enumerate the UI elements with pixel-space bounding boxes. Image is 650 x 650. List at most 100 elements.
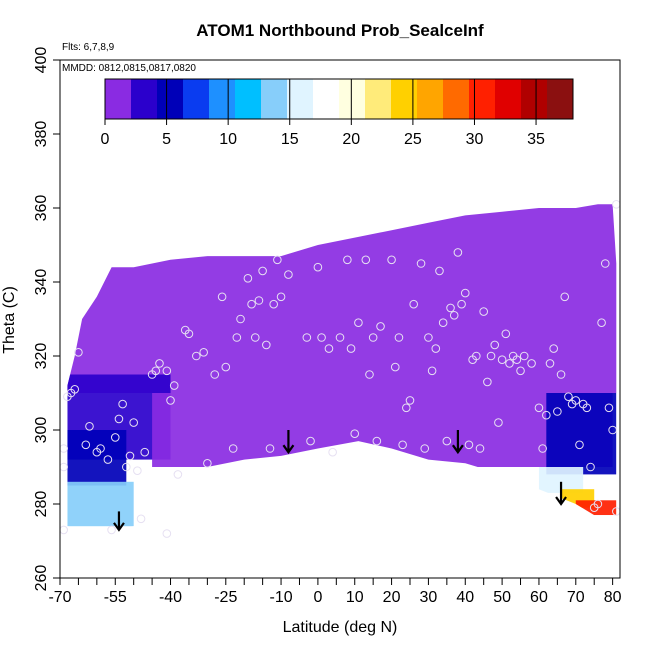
observation-point <box>103 455 113 464</box>
flight-arrow-head <box>282 444 295 455</box>
y-tick-label: 380 <box>33 121 50 148</box>
observation-point <box>560 292 570 302</box>
x-tick-label: 60 <box>530 589 548 606</box>
x-tick-label: -40 <box>159 589 182 606</box>
observation-point <box>612 507 620 516</box>
observation-point <box>424 333 433 342</box>
x-tick-label: -70 <box>48 589 71 606</box>
observation-point <box>343 255 352 265</box>
observation-point <box>593 499 603 509</box>
observation-point <box>390 362 400 372</box>
observation-point <box>232 333 242 342</box>
y-tick-label: 360 <box>33 195 50 222</box>
observation-point <box>70 385 80 394</box>
heatmap-zone <box>67 430 127 486</box>
colorbar-tick-label: 15 <box>281 131 299 148</box>
observation-point <box>575 440 584 450</box>
observation-point <box>129 418 138 427</box>
observation-point <box>501 329 511 339</box>
observation-point <box>273 255 282 265</box>
y-tick-label: 400 <box>33 47 50 74</box>
observation-point <box>490 340 500 350</box>
observation-point <box>276 292 286 302</box>
observation-point <box>162 529 172 538</box>
observation-point <box>449 311 459 320</box>
observation-point <box>409 299 418 309</box>
flight-arrow-head <box>555 496 567 506</box>
observation-point <box>265 444 275 453</box>
observation-point <box>85 422 94 431</box>
observation-point <box>553 407 562 416</box>
observation-point <box>228 444 238 453</box>
observation-point <box>398 440 407 450</box>
observation-point <box>210 370 220 379</box>
flight-arrow-head <box>113 522 125 532</box>
observation-point <box>199 348 208 357</box>
observation-point <box>446 303 455 313</box>
observation-point <box>457 299 466 309</box>
observation-point <box>512 355 522 365</box>
observation-point <box>162 366 172 376</box>
colorbar-gradient <box>105 79 573 119</box>
colorbar-tick-label: 30 <box>466 131 484 148</box>
observation-point <box>60 525 68 535</box>
observation-point <box>571 396 581 405</box>
observation-point <box>394 333 404 342</box>
observation-point <box>133 466 142 476</box>
x-axis-label: Latitude (deg N) <box>283 619 398 636</box>
observation-point <box>125 451 135 461</box>
observation-point <box>464 440 474 450</box>
observation-point <box>122 462 131 472</box>
observation-point <box>604 403 614 413</box>
observation-point <box>586 462 595 472</box>
observation-point <box>516 366 525 376</box>
x-tick-label: 10 <box>346 589 364 606</box>
observation-point <box>302 333 312 342</box>
colorbar-tick-label: 10 <box>219 131 237 148</box>
x-tick-label: 50 <box>493 589 511 606</box>
observation-point <box>608 425 617 435</box>
colorbar-frame <box>104 78 574 120</box>
observation-point <box>247 299 256 309</box>
chart-title: ATOM1 Northbound Prob_SealceInf <box>196 21 484 40</box>
observation-point <box>236 314 245 324</box>
observation-point <box>317 333 326 342</box>
observation-point <box>420 444 430 453</box>
observation-point <box>250 333 260 342</box>
observation-point <box>438 318 448 328</box>
observation-point <box>376 322 385 331</box>
y-tick-label: 340 <box>33 269 50 296</box>
observation-point <box>442 436 452 446</box>
x-tick-label: 20 <box>383 589 401 606</box>
observation-point <box>368 333 378 342</box>
observation-point <box>166 396 175 405</box>
observation-point <box>435 266 444 276</box>
observation-point <box>505 359 514 368</box>
colorbar-tick-label: 5 <box>162 131 171 148</box>
observation-point <box>534 403 544 413</box>
observation-point <box>258 266 267 276</box>
observation-point <box>479 307 488 316</box>
observation-point <box>243 274 253 283</box>
observation-point <box>494 418 503 427</box>
observation-point <box>549 344 558 353</box>
observation-point <box>136 514 146 524</box>
observation-point <box>192 351 201 361</box>
plot-area <box>59 59 621 579</box>
observation-point <box>497 355 507 365</box>
observation-point <box>582 403 592 413</box>
observation-point <box>556 370 566 379</box>
observation-point <box>597 318 606 328</box>
observation-point <box>262 340 271 350</box>
x-axis: -70 -55 -40 -25 -10 0 10 20 30 40 50 60 70 80 <box>48 578 622 606</box>
observation-point <box>217 292 227 302</box>
observation-point <box>402 403 411 413</box>
observation-point <box>155 359 164 368</box>
observation-point <box>184 329 194 339</box>
x-tick-label: -55 <box>104 589 127 606</box>
x-tick-label: -10 <box>269 589 292 606</box>
x-tick-label: 40 <box>456 589 474 606</box>
x-tick-label: 70 <box>567 589 585 606</box>
y-tick-label: 300 <box>33 417 50 444</box>
observation-point <box>114 414 124 424</box>
